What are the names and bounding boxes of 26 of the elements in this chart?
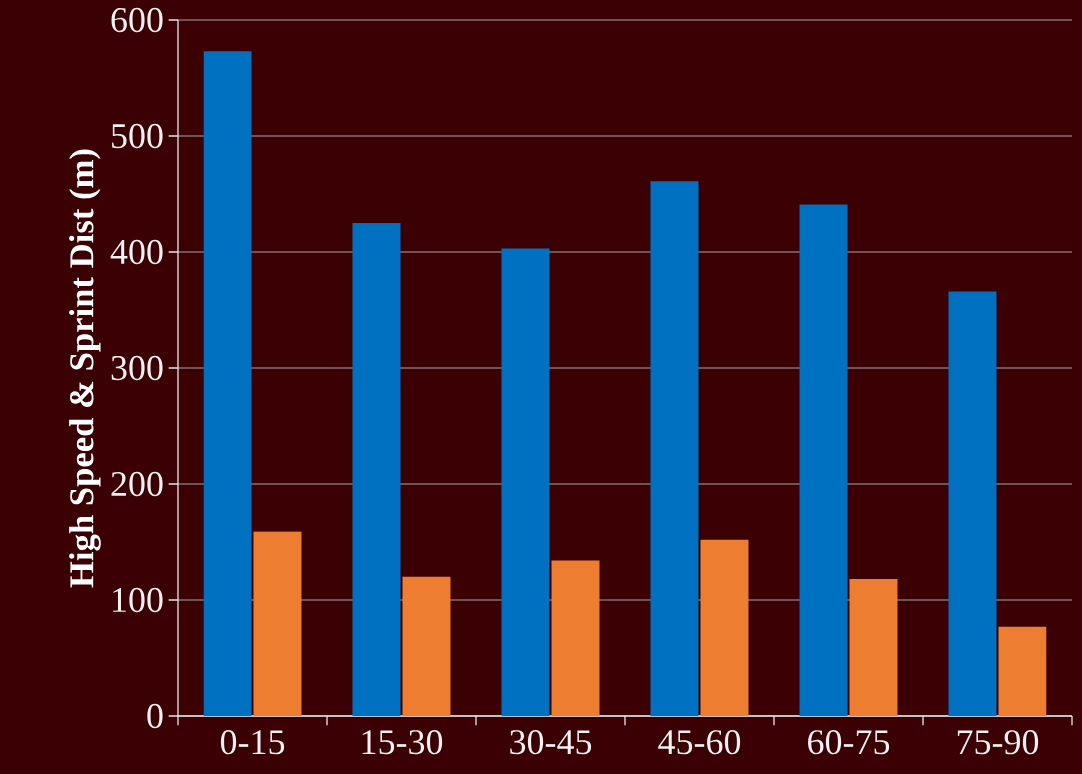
x-tick-label: 45-60 xyxy=(658,730,741,755)
y-tick-label: 400 xyxy=(110,239,163,265)
bar xyxy=(948,291,997,716)
y-tick-label: 500 xyxy=(112,123,163,149)
x-tick-label: 60-75 xyxy=(808,730,890,755)
x-tick-label: 75-90 xyxy=(957,730,1039,755)
y-tick-label: 300 xyxy=(111,355,163,381)
y-tick-label: 100 xyxy=(113,587,163,613)
y-tick-label: 200 xyxy=(111,471,163,497)
bar xyxy=(650,181,699,716)
y-axis-title: High Speed & Sprint Dist (m) xyxy=(69,149,101,588)
bar xyxy=(203,51,252,716)
x-tick-label: 0-15 xyxy=(220,730,285,755)
bar xyxy=(352,222,401,716)
bar xyxy=(998,626,1047,716)
bar xyxy=(849,579,898,716)
y-tick-label: 0 xyxy=(147,703,163,729)
x-tick-label: 15-30 xyxy=(362,730,443,755)
bar xyxy=(700,539,749,716)
bar xyxy=(551,560,600,716)
x-tick-label: 30-45 xyxy=(510,730,592,755)
bar xyxy=(799,204,848,716)
bar xyxy=(402,576,451,716)
bar xyxy=(501,248,550,716)
y-tick-label: 600 xyxy=(111,7,163,33)
bar xyxy=(253,531,302,716)
